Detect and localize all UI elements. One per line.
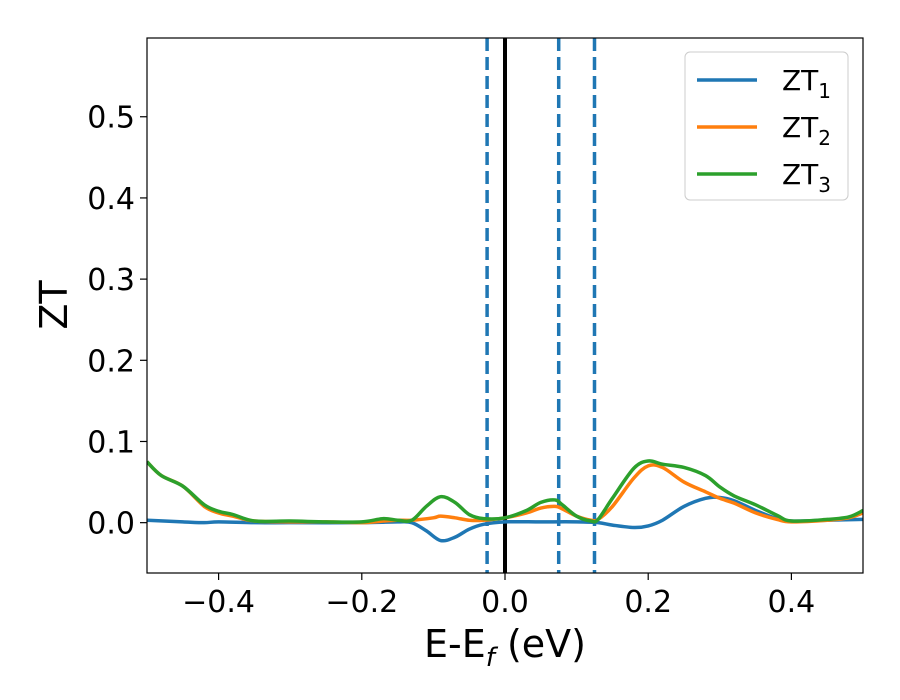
y-tick-label: 0.4 [87,182,135,217]
x-tick-label: −0.4 [182,585,255,620]
x-tick-label: 0.4 [768,585,816,620]
y-tick-label: 0.2 [87,344,135,379]
y-tick-label: 0.0 [87,507,135,542]
y-axis-label: ZT [32,280,76,330]
x-tick-label: 0.2 [624,585,672,620]
y-tick-label: 0.1 [87,425,135,460]
y-tick-label: 0.3 [87,263,135,298]
x-axis-label-unit: (eV) [495,622,586,666]
x-axis-ticks: −0.4 −0.2 0.0 0.2 0.4 [182,573,815,620]
x-tick-label: 0.0 [481,585,529,620]
series-line-zt3 [147,459,863,524]
series-lines [147,459,863,543]
x-axis-label: E-Ef (eV) [424,622,586,673]
x-tick-label: −0.2 [325,585,398,620]
legend-box [684,51,849,201]
legend-label: ZT2 [782,111,831,150]
legend: ZT1 ZT2 ZT3 [684,51,849,201]
legend-entry-zt3: ZT3 [697,158,831,197]
x-axis-label-main: E-E [424,622,486,666]
legend-label: ZT3 [782,158,831,197]
y-axis-ticks: 0.0 0.1 0.2 0.3 0.4 0.5 [87,101,147,542]
legend-entry-zt1: ZT1 [697,64,831,103]
legend-entry-zt2: ZT2 [697,111,831,150]
legend-label: ZT1 [782,64,831,103]
y-tick-label: 0.5 [87,101,135,136]
vertical-lines [485,38,597,573]
